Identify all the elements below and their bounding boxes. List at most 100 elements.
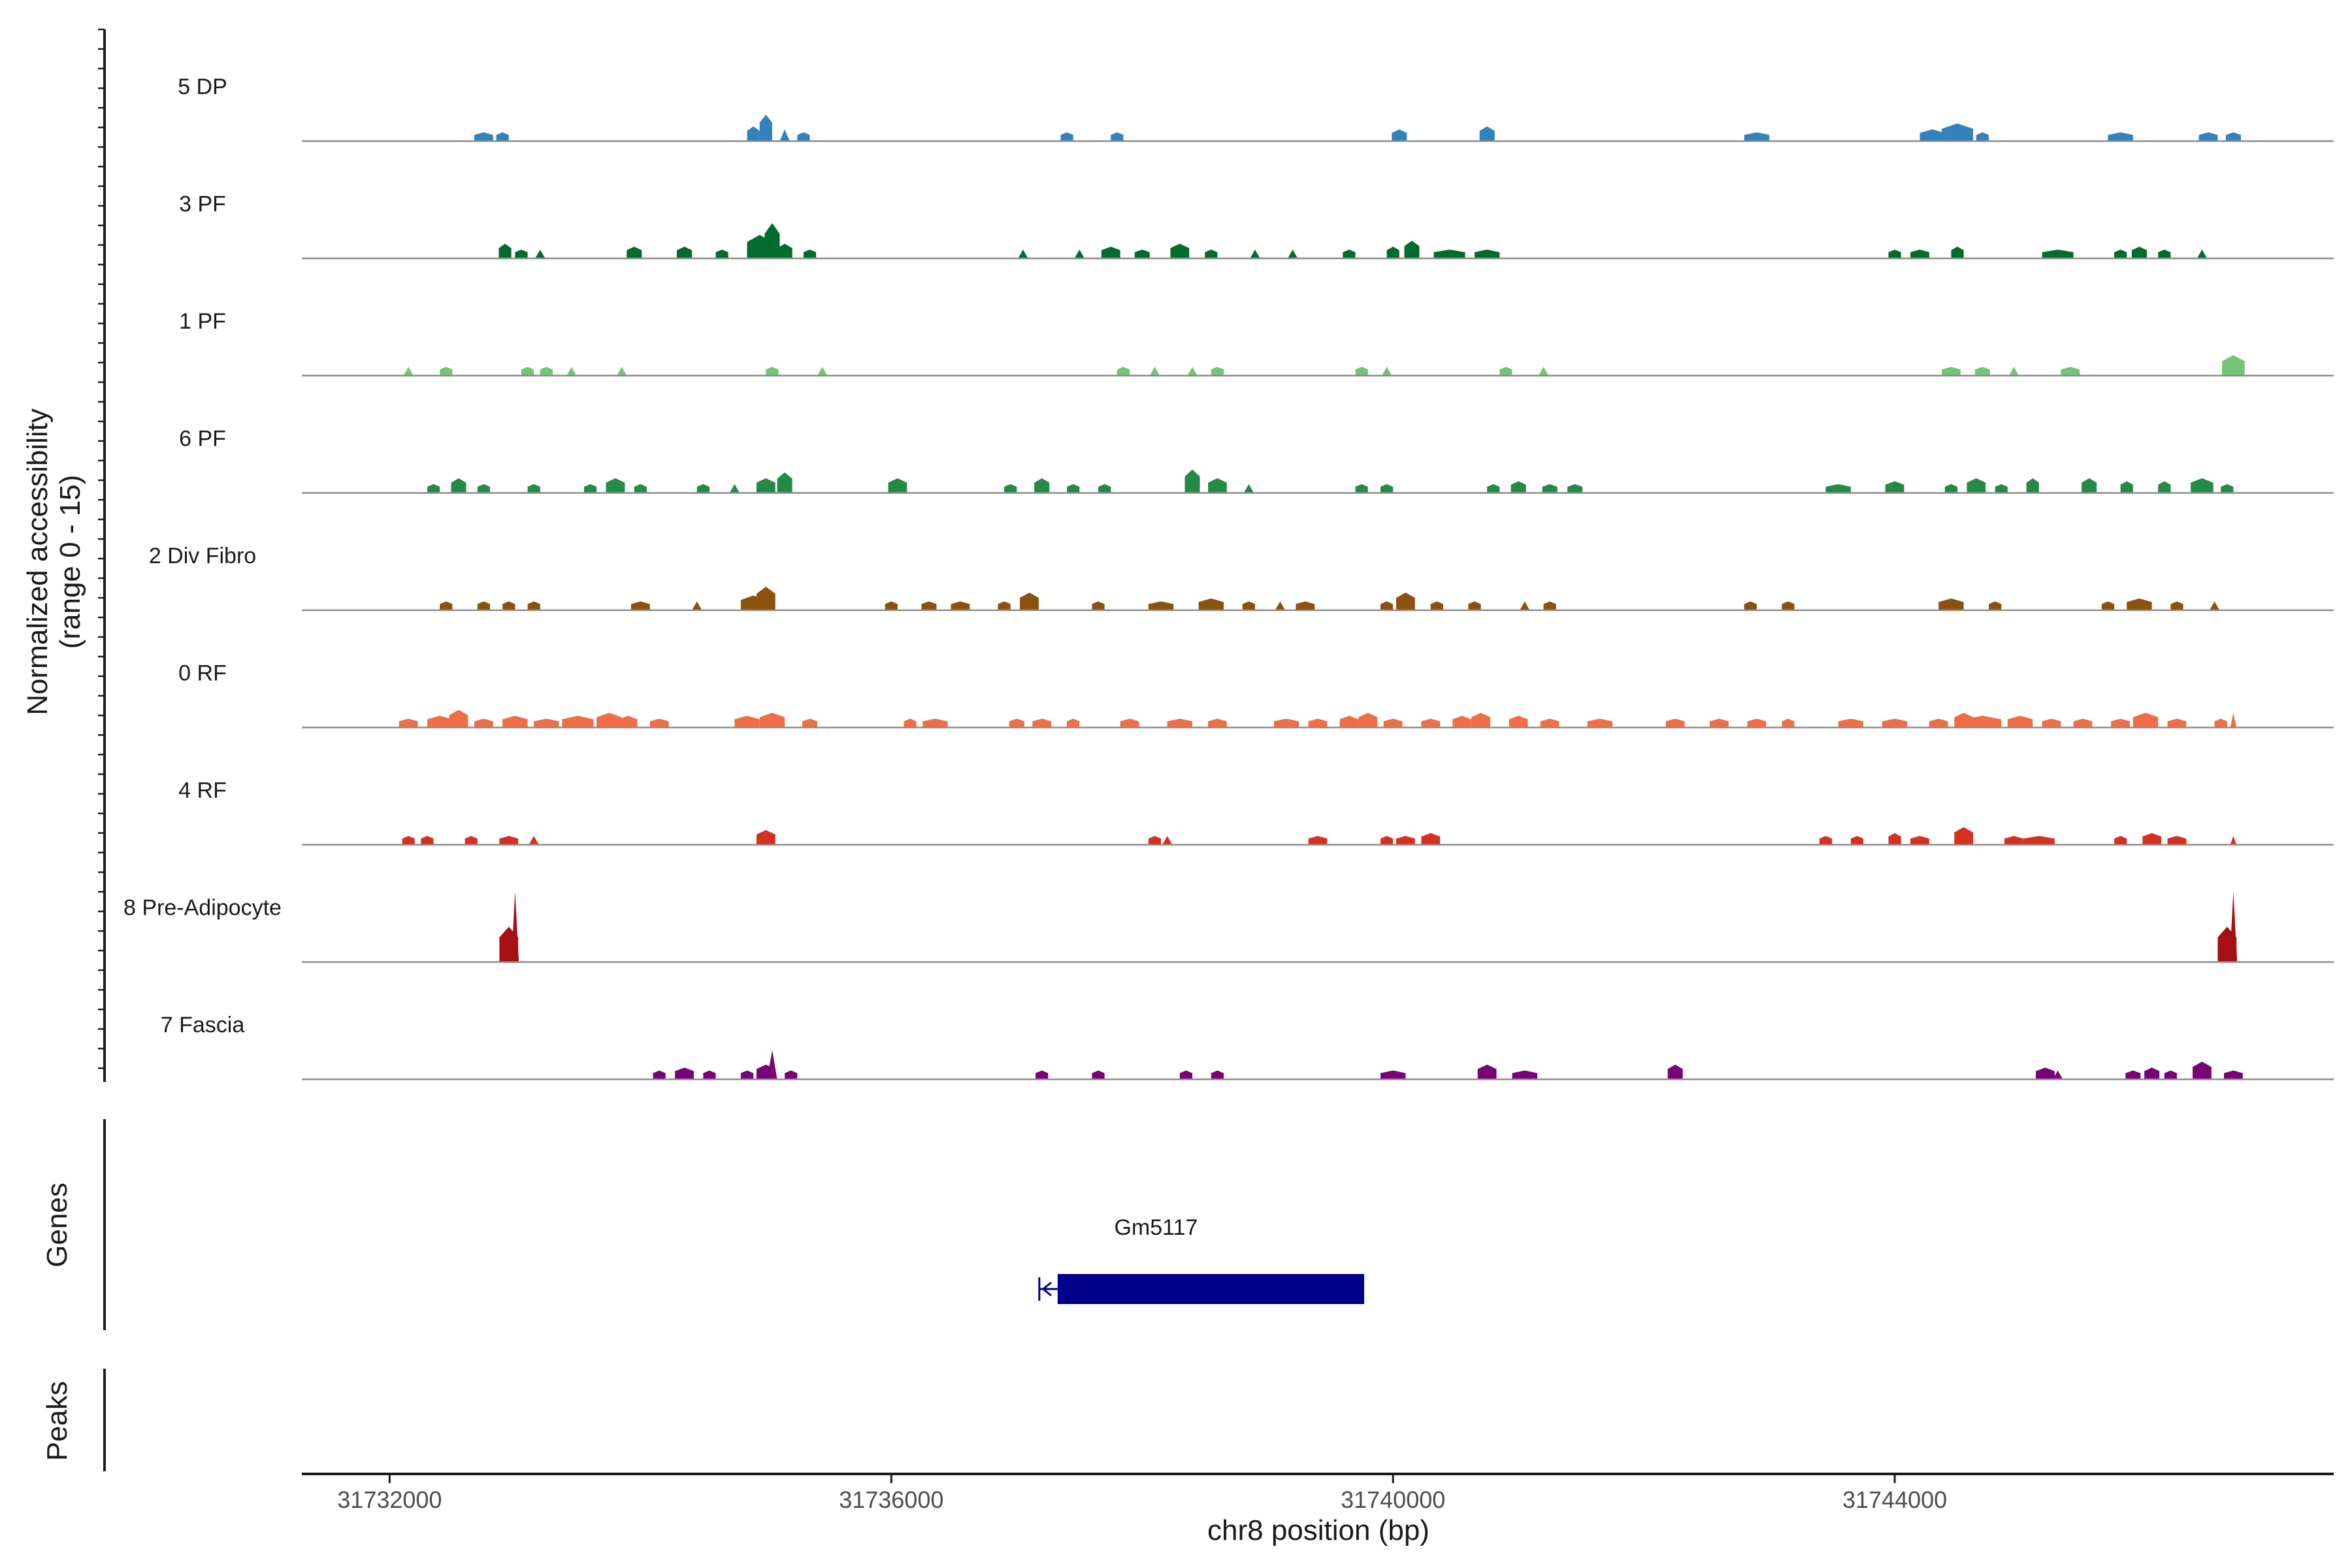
track-label: 4 RF — [178, 778, 227, 803]
peak-1-17 — [1287, 250, 1298, 259]
peak-5-25 — [1383, 719, 1403, 728]
peak-3-4 — [583, 484, 597, 493]
peak-3-34 — [2191, 478, 2213, 493]
peak-8-19 — [2164, 1070, 2178, 1079]
peak-3-28 — [1967, 478, 1986, 493]
peak-0-10 — [1744, 132, 1770, 141]
peak-5-18 — [1120, 719, 1139, 728]
peak-2-7 — [817, 367, 828, 376]
peak-5-15 — [1009, 719, 1024, 728]
peak-5-10 — [734, 715, 760, 728]
peak-8-0 — [653, 1070, 666, 1079]
track-0: 5 DP — [178, 74, 2334, 142]
peak-5-43 — [2073, 719, 2093, 728]
peak-5-16 — [1032, 719, 1052, 728]
track-2: 1 PF — [179, 309, 2334, 377]
peak-3-29 — [1995, 484, 2008, 493]
peak-3-21 — [1487, 484, 1500, 493]
peak-2-13 — [1381, 367, 1392, 376]
peak-0-16 — [2225, 132, 2241, 141]
gene-layer: Gm5117 — [1038, 1215, 1365, 1304]
peak-3-20 — [1380, 484, 1394, 493]
peak-3-12 — [1004, 484, 1017, 493]
peak-6-21 — [2167, 836, 2187, 845]
track-4: 2 Div Fibro — [149, 544, 2334, 612]
peak-0-5 — [797, 132, 810, 141]
peak-2-19 — [2061, 367, 2080, 376]
peak-5-33 — [1709, 719, 1729, 728]
peak-6-0 — [402, 836, 415, 845]
track-label: 8 Pre-Adipocyte — [123, 896, 282, 921]
peak-4-18 — [1296, 601, 1315, 610]
peak-2-5 — [616, 367, 627, 376]
strand-arrow-icon — [1041, 1281, 1052, 1297]
peak-2-16 — [1942, 367, 1961, 376]
peak-5-35 — [1782, 719, 1795, 728]
peak-5-34 — [1747, 719, 1767, 728]
gene-exon — [1057, 1274, 1365, 1304]
peak-3-11 — [888, 478, 907, 493]
peak-0-4 — [779, 129, 790, 141]
peak-3-23 — [1542, 484, 1558, 493]
peak-1-8 — [777, 244, 792, 259]
peak-0-15 — [2198, 132, 2218, 141]
peak-5-24 — [1358, 713, 1378, 728]
peak-8-8 — [1092, 1070, 1105, 1079]
peak-5-7 — [596, 713, 622, 728]
peak-4-12 — [1020, 593, 1039, 610]
peak-3-27 — [1944, 484, 1958, 493]
peak-5-31 — [1587, 719, 1613, 728]
peak-1-25 — [1951, 246, 1964, 259]
peak-5-19 — [1167, 719, 1193, 728]
peak-0-11 — [1919, 129, 1945, 141]
peak-4-9 — [921, 601, 937, 610]
peak-1-9 — [803, 250, 817, 259]
peak-8-11 — [1380, 1070, 1406, 1079]
peak-5-21 — [1273, 719, 1299, 728]
peak-0-13 — [1976, 132, 1989, 141]
peak-1-19 — [1386, 246, 1399, 259]
peak-0-2 — [747, 126, 760, 141]
peak-0-14 — [2108, 132, 2133, 141]
peak-4-0 — [440, 601, 453, 610]
peak-6-15 — [1910, 836, 1929, 845]
peak-6-20 — [2142, 833, 2162, 845]
peak-4-30 — [2127, 598, 2152, 610]
peak-5-28 — [1471, 713, 1490, 728]
peak-6-13 — [1850, 836, 1864, 845]
peak-4-29 — [2101, 601, 2115, 610]
peak-5-38 — [1929, 719, 1948, 728]
peak-0-8 — [1392, 129, 1407, 141]
peak-4-20 — [1396, 593, 1415, 610]
peak-3-0 — [427, 484, 440, 493]
peak-4-10 — [951, 601, 970, 610]
peak-5-5 — [534, 719, 559, 728]
x-axis-title: chr8 position (bp) — [1207, 1514, 1429, 1546]
peak-5-20 — [1208, 719, 1227, 728]
peak-4-17 — [1275, 601, 1286, 610]
peak-6-19 — [2114, 836, 2127, 845]
peak-5-9 — [649, 719, 669, 728]
peak-3-18 — [1243, 484, 1254, 493]
peak-5-13 — [904, 719, 917, 728]
peak-5-6 — [562, 715, 594, 728]
peak-0-3 — [759, 114, 772, 141]
peak-6-1 — [421, 836, 434, 845]
peak-1-7 — [764, 223, 780, 259]
peak-1-21 — [1433, 250, 1465, 259]
peak-5-8 — [618, 715, 638, 728]
peak-4-24 — [1543, 601, 1556, 610]
peak-5-44 — [2111, 719, 2131, 728]
peak-2-14 — [1499, 367, 1512, 376]
peak-8-10 — [1211, 1070, 1224, 1079]
peak-6-12 — [1819, 836, 1833, 845]
track-label: 7 Fascia — [161, 1013, 245, 1037]
peak-3-10 — [777, 472, 792, 493]
peak-4-25 — [1744, 601, 1757, 610]
x-tick-label: 31740000 — [1341, 1486, 1445, 1513]
peak-5-2 — [449, 710, 468, 728]
peak-3-14 — [1067, 484, 1080, 493]
peak-8-20 — [2193, 1062, 2212, 1079]
peak-0-7 — [1111, 132, 1124, 141]
peak-4-31 — [2170, 601, 2183, 610]
